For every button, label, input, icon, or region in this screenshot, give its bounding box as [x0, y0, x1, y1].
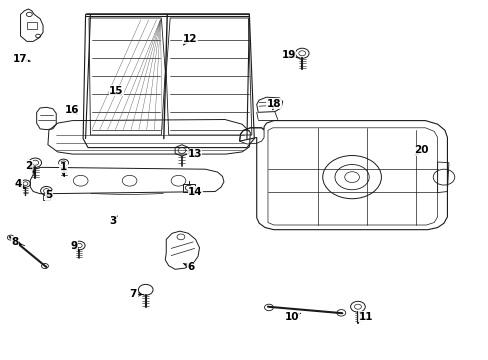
Text: 2: 2 — [25, 161, 32, 171]
Text: 19: 19 — [281, 50, 295, 60]
Text: 5: 5 — [45, 190, 52, 200]
Text: 9: 9 — [71, 240, 78, 251]
Text: 20: 20 — [413, 145, 428, 156]
Text: 17: 17 — [13, 54, 28, 64]
Text: 14: 14 — [188, 186, 203, 197]
Text: 6: 6 — [187, 262, 194, 272]
Text: 11: 11 — [358, 312, 372, 322]
Text: 16: 16 — [65, 105, 80, 115]
Text: 12: 12 — [182, 34, 197, 44]
Text: 18: 18 — [266, 99, 281, 109]
Text: 1: 1 — [60, 162, 67, 172]
Text: 10: 10 — [285, 312, 299, 322]
Text: 13: 13 — [187, 149, 202, 159]
Text: 7: 7 — [129, 289, 137, 300]
Text: 3: 3 — [109, 216, 116, 226]
Text: 8: 8 — [11, 237, 18, 247]
Text: 15: 15 — [109, 86, 123, 96]
Text: 4: 4 — [15, 179, 22, 189]
